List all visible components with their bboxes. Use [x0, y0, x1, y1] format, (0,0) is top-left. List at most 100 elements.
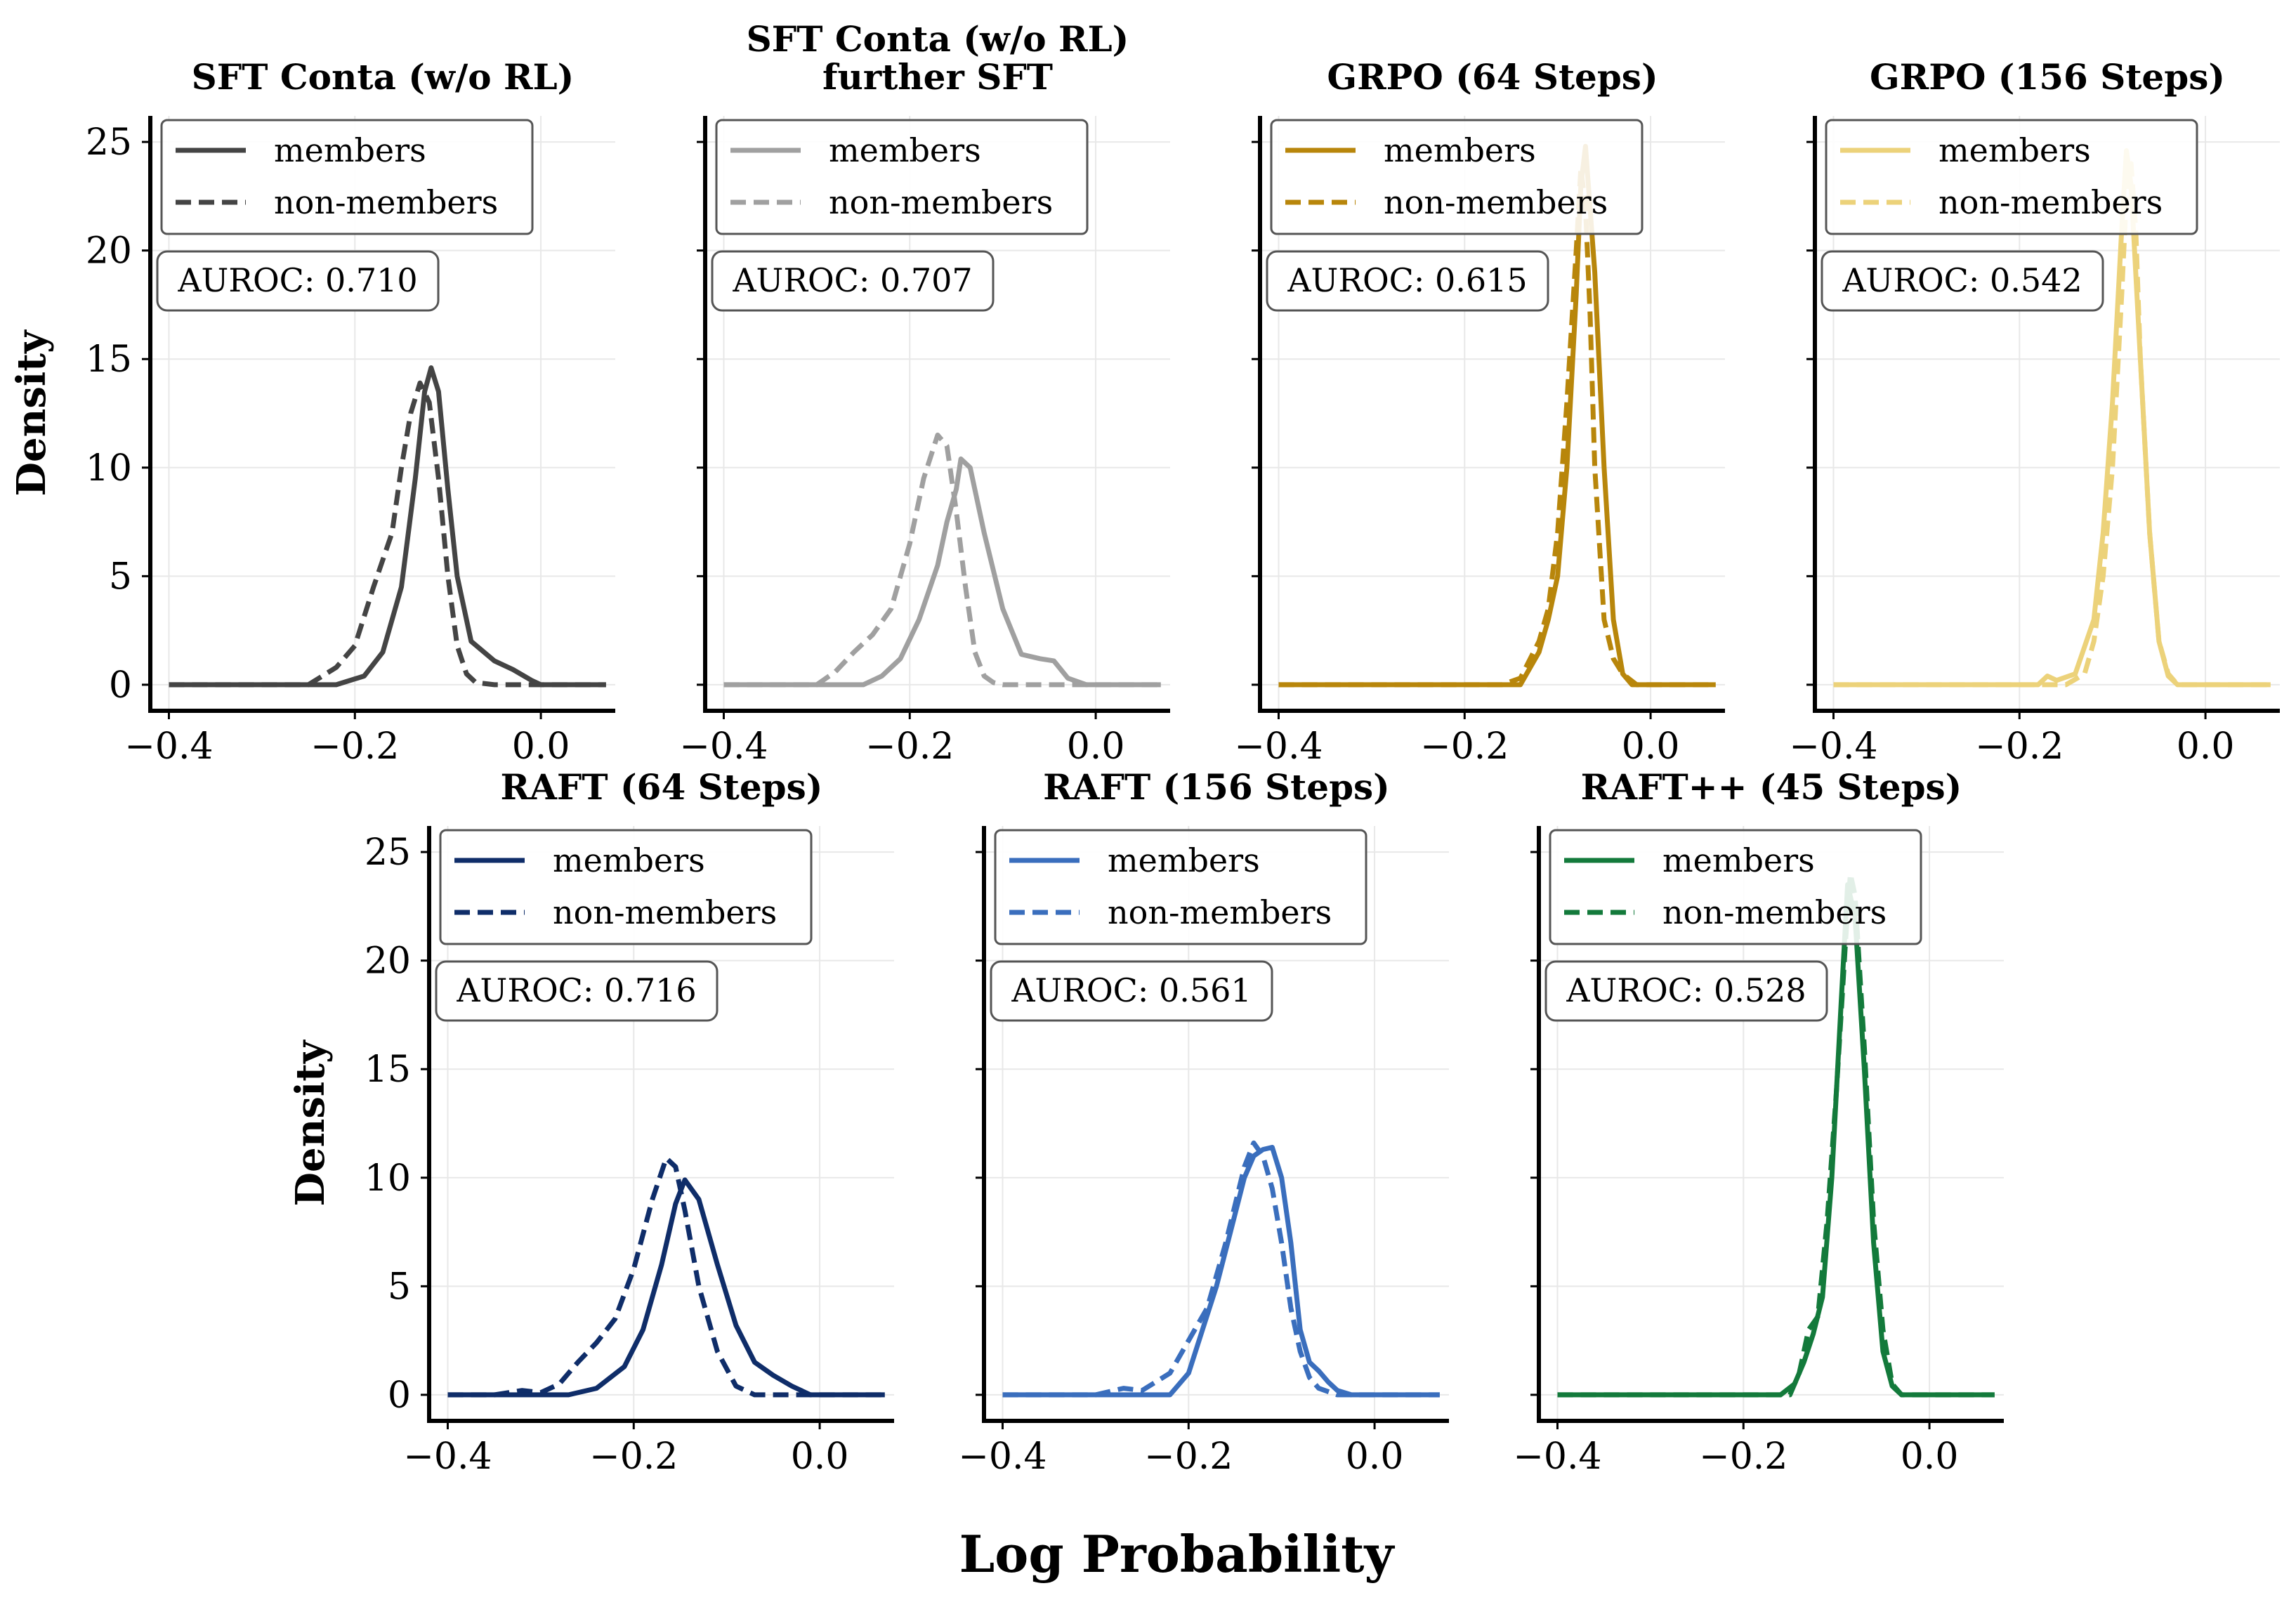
series-line-members [723, 456, 1161, 688]
panel-title: GRPO (64 Steps) [1327, 56, 1658, 98]
y-tick-label: 20 [86, 230, 132, 273]
auroc-box [435, 960, 719, 1022]
auroc-box [990, 960, 1273, 1022]
y-tick-label: 10 [86, 447, 132, 490]
legend-box [994, 829, 1367, 945]
panel-subtitle: further SFT [822, 56, 1053, 98]
auroc-box [1821, 250, 2104, 312]
panel-title: RAFT (156 Steps) [1043, 766, 1390, 808]
panel-title: RAFT (64 Steps) [501, 766, 823, 808]
panel-6: −0.4 −0.2 0.0 RAFT (156 Steps) members non-me… [958, 766, 1449, 1478]
x-tick-label: 0.0 [1067, 726, 1125, 768]
legend-label-members: members [1108, 841, 1260, 879]
auroc-annotation: AUROC: 0.561 [990, 960, 1273, 1022]
y-tick-label: 15 [86, 339, 132, 381]
auroc-label: AUROC: 0.716 [456, 971, 696, 1009]
legend-box [160, 119, 534, 235]
legend-label-non-members: non-members [829, 183, 1053, 221]
x-tick-label: −0.4 [679, 726, 768, 768]
legend: members non-members [1825, 119, 2198, 235]
panel-title: SFT Conta (w/o RL) [192, 56, 575, 98]
y-axis-label: Density [8, 329, 55, 497]
series-line-non-members [723, 432, 1161, 688]
auroc-annotation: AUROC: 0.542 [1821, 250, 2104, 312]
y-tick-label: 25 [86, 122, 132, 164]
series-line-non-members [1002, 1140, 1440, 1398]
y-tick-label: 20 [365, 940, 411, 983]
auroc-label: AUROC: 0.707 [732, 261, 972, 299]
panel-1: −0.4 −0.2 0.0 0 5 10 15 20 25 Density SFT Conta (w… [8, 56, 615, 768]
series-line-members [169, 365, 606, 688]
panel-title: RAFT++ (45 Steps) [1581, 766, 1962, 808]
figure-xlabel: Log Probability [959, 1524, 1396, 1584]
y-tick-label: 10 [365, 1157, 411, 1200]
panel-3: −0.4 −0.2 0.0 GRPO (64 Steps) members non-mem… [1234, 56, 1725, 768]
legend-label-members: members [829, 131, 981, 169]
legend: members non-members [439, 829, 813, 945]
y-tick-label: 5 [109, 556, 132, 598]
legend-label-members: members [1662, 841, 1815, 879]
y-tick-label: 15 [365, 1049, 411, 1091]
x-tick-label: 0.0 [2177, 726, 2235, 768]
x-tick-label: 0.0 [1901, 1436, 1959, 1478]
legend: members non-members [994, 829, 1367, 945]
panel-title: SFT Conta (w/o RL) [747, 18, 1129, 60]
legend-label-non-members: non-members [553, 893, 777, 931]
legend-box [1270, 119, 1644, 235]
panel-4: −0.4 −0.2 0.0 GRPO (156 Steps) members non-me… [1789, 56, 2280, 768]
y-axis-label: Density [287, 1039, 334, 1207]
x-tick-label: 0.0 [512, 726, 570, 768]
x-tick-label: −0.4 [1234, 726, 1323, 768]
legend-label-members: members [1384, 131, 1536, 169]
x-tick-label: 0.0 [791, 1436, 849, 1478]
legend: members non-members [1549, 829, 1922, 945]
panel-title: GRPO (156 Steps) [1870, 56, 2225, 98]
legend: members non-members [160, 119, 534, 235]
x-tick-label: −0.4 [958, 1436, 1047, 1478]
y-tick-label: 0 [109, 664, 132, 707]
auroc-box [156, 250, 440, 312]
x-tick-label: −0.2 [1699, 1436, 1787, 1478]
legend-label-members: members [553, 841, 705, 879]
x-tick-label: −0.2 [1420, 726, 1509, 768]
legend: members non-members [1270, 119, 1644, 235]
x-tick-label: −0.4 [403, 1436, 492, 1478]
legend-label-members: members [274, 131, 426, 169]
series-line-non-members [447, 1155, 885, 1398]
series-line-non-members [1278, 165, 1716, 688]
legend-label-non-members: non-members [1384, 183, 1608, 221]
x-tick-label: −0.2 [310, 726, 399, 768]
legend-box [1549, 829, 1922, 945]
auroc-annotation: AUROC: 0.615 [1266, 250, 1549, 312]
series-line-non-members [169, 380, 606, 688]
legend-box [439, 829, 813, 945]
auroc-label: AUROC: 0.542 [1842, 261, 2082, 299]
x-tick-label: −0.2 [1975, 726, 2064, 768]
auroc-annotation: AUROC: 0.707 [711, 250, 995, 312]
legend-label-non-members: non-members [1108, 893, 1332, 931]
x-tick-label: −0.4 [124, 726, 213, 768]
legend-box [715, 119, 1089, 235]
auroc-annotation: AUROC: 0.528 [1544, 960, 1828, 1022]
auroc-annotation: AUROC: 0.716 [435, 960, 719, 1022]
legend-label-members: members [1939, 131, 2091, 169]
panel-7: −0.4 −0.2 0.0 RAFT++ (45 Steps) members non-m… [1513, 766, 2004, 1478]
y-tick-label: 5 [388, 1266, 411, 1308]
legend: members non-members [715, 119, 1089, 235]
auroc-box [711, 250, 995, 312]
x-tick-label: −0.2 [1144, 1436, 1233, 1478]
auroc-label: AUROC: 0.528 [1566, 971, 1806, 1009]
legend-label-non-members: non-members [1939, 183, 2163, 221]
y-tick-label: 25 [365, 832, 411, 874]
series-line-members [447, 1177, 885, 1398]
auroc-label: AUROC: 0.615 [1287, 261, 1527, 299]
x-tick-label: −0.4 [1789, 726, 1877, 768]
x-tick-label: −0.2 [865, 726, 954, 768]
x-tick-label: 0.0 [1622, 726, 1680, 768]
panel-5: −0.4 −0.2 0.0 0 5 10 15 20 25 Density RAFT (64 Ste… [287, 766, 894, 1478]
x-tick-label: 0.0 [1346, 1436, 1404, 1478]
legend-label-non-members: non-members [274, 183, 498, 221]
panel-2: −0.4 −0.2 0.0 SFT Conta (w/o RL)further SFT… [679, 18, 1170, 768]
auroc-label: AUROC: 0.710 [177, 261, 417, 299]
